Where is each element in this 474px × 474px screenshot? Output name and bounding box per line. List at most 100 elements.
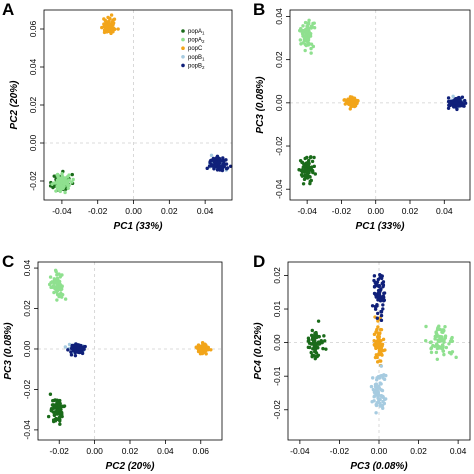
data-point bbox=[455, 107, 459, 112]
data-point bbox=[60, 176, 64, 180]
data-point bbox=[380, 388, 385, 393]
data-point bbox=[375, 303, 379, 307]
series-popA1 bbox=[46, 392, 67, 426]
series-popB2 bbox=[370, 273, 387, 323]
data-point bbox=[309, 178, 313, 183]
data-point bbox=[62, 404, 66, 409]
data-point bbox=[381, 399, 385, 404]
data-point bbox=[102, 17, 106, 21]
data-point bbox=[381, 406, 385, 410]
data-point bbox=[304, 43, 308, 48]
data-point bbox=[379, 364, 384, 368]
data-point bbox=[372, 291, 377, 296]
data-point bbox=[69, 353, 74, 357]
data-point bbox=[372, 274, 377, 278]
panel-letter: A bbox=[2, 0, 14, 19]
data-point bbox=[446, 96, 451, 100]
data-point bbox=[107, 22, 112, 26]
data-point bbox=[316, 346, 320, 350]
data-point bbox=[57, 279, 62, 284]
series-popA1 bbox=[306, 319, 328, 361]
y-axis-title: PC2 (20%) bbox=[9, 80, 20, 130]
data-point bbox=[434, 331, 439, 335]
data-point bbox=[316, 340, 321, 344]
data-point bbox=[297, 168, 301, 172]
data-point bbox=[301, 165, 305, 169]
panel-letter: D bbox=[253, 252, 265, 271]
panel-letter: B bbox=[253, 0, 265, 19]
data-point bbox=[66, 348, 70, 352]
data-point bbox=[380, 394, 384, 399]
data-point bbox=[303, 34, 307, 39]
data-point bbox=[307, 161, 311, 166]
data-point bbox=[437, 324, 441, 328]
data-point bbox=[438, 327, 442, 332]
data-point bbox=[377, 386, 381, 390]
data-point bbox=[48, 275, 53, 279]
data-point bbox=[378, 401, 382, 406]
data-point bbox=[215, 168, 220, 172]
data-point bbox=[311, 21, 315, 26]
legend-label-popA1: popA1 bbox=[188, 29, 205, 36]
data-point bbox=[376, 396, 380, 400]
legend-marker-popC bbox=[181, 46, 185, 50]
data-point bbox=[375, 341, 380, 345]
x-tick-label: -0.02 bbox=[330, 446, 350, 456]
data-point bbox=[222, 164, 226, 169]
data-point bbox=[70, 180, 74, 184]
data-point bbox=[204, 352, 208, 356]
data-point bbox=[379, 351, 383, 355]
data-point bbox=[52, 413, 57, 417]
y-tick-label: 0.04 bbox=[274, 8, 284, 25]
data-point bbox=[381, 376, 385, 380]
y-tick-label: -0.04 bbox=[22, 420, 32, 440]
x-tick-label: 0.00 bbox=[86, 446, 103, 456]
legend-label-popA2: popA2 bbox=[188, 38, 205, 45]
data-point bbox=[376, 277, 381, 282]
series-popC bbox=[372, 315, 387, 368]
data-point bbox=[221, 158, 226, 163]
data-point bbox=[379, 318, 384, 323]
y-tick-label: -0.02 bbox=[28, 171, 38, 191]
series-popA1 bbox=[297, 155, 317, 186]
data-point bbox=[299, 26, 303, 31]
y-tick-label: 0.00 bbox=[28, 134, 38, 151]
data-point bbox=[374, 382, 379, 386]
data-point bbox=[312, 345, 317, 350]
y-tick-label: -0.01 bbox=[272, 366, 282, 386]
data-point bbox=[53, 279, 58, 284]
panel-b: B -0.04 -0.02 0.00 0.02 0.04 -0.04 -0.02 0.00 0.0… bbox=[253, 0, 471, 232]
data-point bbox=[383, 397, 388, 401]
data-point bbox=[313, 172, 317, 176]
series-popC bbox=[100, 13, 120, 36]
data-point bbox=[376, 390, 380, 394]
data-point bbox=[351, 98, 355, 103]
data-point bbox=[322, 334, 326, 338]
x-axis-title: PC1 (33%) bbox=[114, 221, 164, 232]
data-point bbox=[372, 338, 376, 343]
data-point bbox=[218, 158, 222, 162]
data-point bbox=[307, 170, 311, 175]
data-point bbox=[372, 332, 377, 337]
data-point bbox=[351, 103, 356, 107]
series-popA2 bbox=[47, 268, 68, 302]
data-point bbox=[376, 311, 380, 316]
data-point bbox=[49, 281, 53, 285]
data-point bbox=[306, 38, 311, 42]
data-point bbox=[429, 350, 434, 355]
series-popB2 bbox=[446, 95, 468, 112]
data-point bbox=[70, 172, 74, 177]
data-point bbox=[435, 346, 440, 351]
data-point bbox=[73, 353, 78, 358]
legend-label-popB1: popB1 bbox=[188, 55, 205, 62]
data-point bbox=[376, 288, 381, 293]
plot-frame bbox=[289, 9, 471, 201]
data-point bbox=[313, 331, 317, 336]
data-point bbox=[300, 174, 304, 178]
x-tick-label: -0.04 bbox=[290, 446, 310, 456]
y-tick-label: -0.02 bbox=[274, 136, 284, 156]
data-point bbox=[311, 169, 315, 174]
data-point bbox=[312, 164, 316, 169]
